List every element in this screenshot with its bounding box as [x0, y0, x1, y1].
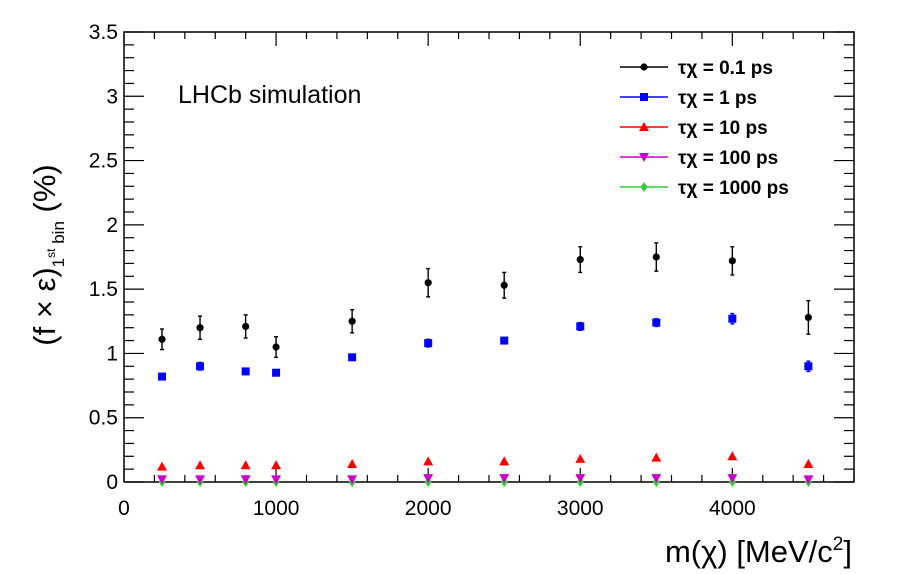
data-point [423, 456, 434, 466]
data-point [575, 453, 586, 463]
annotation-text: LHCb simulation [178, 81, 361, 109]
data-point [347, 475, 358, 485]
data-point [272, 368, 281, 377]
data-point [727, 451, 738, 461]
y-tick-label: 1.5 [89, 278, 118, 301]
legend-marker [639, 122, 649, 131]
data-point [158, 335, 166, 343]
y-tick-label: 3 [106, 85, 118, 108]
data-point [240, 475, 251, 485]
series--10-ps [157, 451, 814, 471]
data-point [500, 336, 509, 345]
data-point [424, 279, 432, 287]
legend-label: τχ = 10 ps [678, 118, 768, 139]
data-point [272, 343, 280, 351]
data-point [652, 318, 661, 327]
y-axis-title: (f × ε)1st bin (%) [27, 164, 68, 345]
legend-marker [639, 153, 649, 162]
data-point [423, 474, 434, 484]
legend-entry: τχ = 1 ps [620, 88, 757, 109]
data-point [500, 281, 508, 289]
data-point [576, 322, 585, 331]
legend-label: τχ = 100 ps [678, 148, 778, 169]
data-point [652, 253, 660, 261]
x-axis: 0 1000 2000 3000 4000 [118, 32, 855, 520]
data-point [158, 372, 167, 381]
data-point [803, 475, 814, 485]
legend-entry: τχ = 1000 ps [620, 178, 789, 199]
y-tick-label: 1 [106, 342, 118, 365]
data-point [195, 460, 206, 470]
data-points [157, 242, 814, 487]
series--1-ps [158, 312, 813, 381]
data-point [242, 322, 250, 331]
data-point [348, 317, 356, 325]
x-tick-label: 3000 [557, 497, 604, 520]
data-point [157, 475, 168, 485]
data-point [157, 461, 168, 471]
legend-marker [640, 93, 648, 101]
series--100-ps [157, 474, 814, 485]
data-point [240, 460, 251, 470]
data-point [727, 474, 738, 484]
data-point [195, 475, 206, 485]
data-point [196, 362, 205, 371]
data-point [651, 474, 662, 484]
data-point [576, 255, 584, 264]
data-point [271, 475, 282, 485]
data-point [271, 460, 282, 470]
data-point [196, 324, 204, 332]
y-tick-label: 0.5 [89, 407, 118, 430]
data-point [728, 314, 737, 323]
y-axis: 0 0.5 1 1.5 2 2.5 3 3.5 [89, 21, 854, 494]
data-point [575, 474, 586, 484]
legend-label: τχ = 1 ps [678, 88, 757, 109]
x-tick-label: 1000 [253, 497, 300, 520]
data-point [348, 353, 357, 362]
data-point [499, 474, 510, 484]
legend-entry: τχ = 100 ps [620, 148, 778, 169]
x-tick-label: 2000 [405, 497, 452, 520]
data-point [803, 459, 814, 468]
data-point [804, 313, 812, 322]
y-tick-label: 0 [106, 471, 118, 494]
legend-entry: τχ = 0.1 ps [620, 58, 773, 79]
legend-marker [640, 182, 648, 192]
legend-label: τχ = 0.1 ps [678, 58, 773, 79]
data-point [241, 367, 250, 376]
x-tick-label: 4000 [709, 497, 756, 520]
y-tick-label: 2 [106, 214, 118, 237]
x-tick-label: 0 [118, 497, 130, 520]
data-point [424, 339, 433, 348]
x-axis-title: m(χ) [MeV/c2] [665, 534, 852, 569]
data-point [499, 456, 510, 466]
data-point [347, 459, 358, 468]
data-point [651, 452, 662, 462]
legend-label: τχ = 1000 ps [678, 178, 789, 199]
svg-text:(f × ε)1st bin (%): (f × ε)1st bin (%) [27, 164, 68, 345]
legend-entry: τχ = 10 ps [620, 118, 768, 139]
series--0.1-ps [158, 242, 812, 358]
legend-marker [640, 63, 648, 71]
data-point [804, 362, 813, 371]
legend: τχ = 0.1 ps τχ = 1 ps τχ = 10 ps τχ = 100 p… [620, 58, 789, 199]
data-point [728, 257, 736, 265]
y-tick-label: 3.5 [89, 21, 118, 44]
y-tick-label: 2.5 [89, 150, 118, 173]
